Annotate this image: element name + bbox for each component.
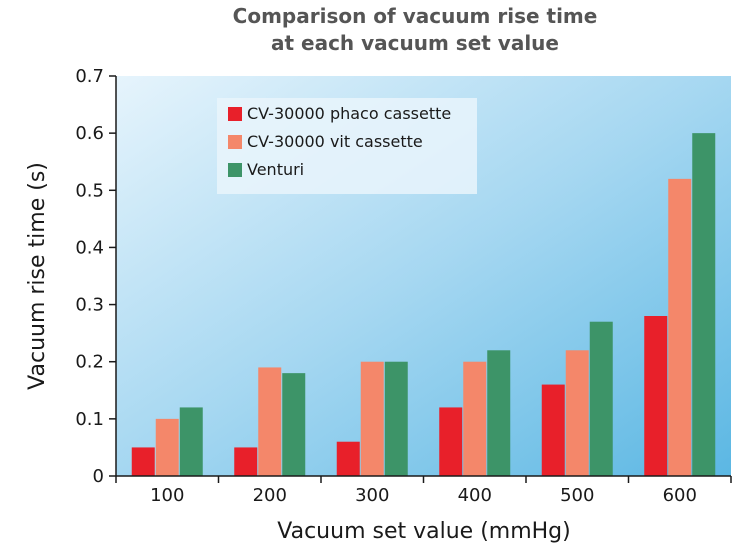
- y-ticks-group: 0 0.1 0.2 0.3 0.4 0.5 0.6 0.7: [75, 66, 116, 487]
- y-tick-label: 0.5: [75, 180, 104, 201]
- y-tick-label: 0: [93, 466, 104, 487]
- x-axis-label: Vacuum set value (mmHg): [277, 519, 570, 544]
- bars-group: [131, 133, 716, 476]
- x-tick-label: 400: [458, 485, 492, 506]
- legend: CV-30000 phaco cassette CV-30000 vit cass…: [217, 98, 477, 194]
- legend-label: CV-30000 vit cassette: [247, 132, 423, 151]
- y-tick-label: 0.6: [75, 123, 104, 144]
- x-tick-label: 300: [355, 485, 389, 506]
- bar: [179, 407, 203, 476]
- legend-label: CV-30000 phaco cassette: [247, 104, 451, 123]
- legend-label: Venturi: [247, 160, 304, 179]
- legend-items: CV-30000 phaco cassette CV-30000 vit cass…: [228, 104, 451, 179]
- bar: [668, 178, 692, 476]
- bar: [131, 447, 155, 476]
- bar: [692, 133, 716, 476]
- x-tick-label: 500: [560, 485, 594, 506]
- bar: [565, 350, 589, 476]
- bar: [384, 361, 408, 476]
- bar: [644, 316, 668, 476]
- bar: [234, 447, 258, 476]
- legend-swatch: [228, 163, 242, 177]
- x-tick-label: 200: [253, 485, 287, 506]
- y-tick-label: 0.3: [75, 295, 104, 316]
- bar: [463, 361, 487, 476]
- chart-title-line-1: Comparison of vacuum rise time: [233, 4, 598, 28]
- y-tick-label: 0.1: [75, 409, 104, 430]
- chart-title-line-2: at each vacuum set value: [271, 31, 559, 55]
- y-axis-label: Vacuum rise time (s): [25, 162, 50, 390]
- x-tick-label: 600: [663, 485, 697, 506]
- y-tick-label: 0.4: [75, 237, 104, 258]
- x-ticks-group: 100 200 300 400 500 600: [115, 476, 732, 506]
- bar: [589, 321, 613, 476]
- bar: [439, 407, 463, 476]
- y-tick-label: 0.2: [75, 352, 104, 373]
- bar: [487, 350, 511, 476]
- y-tick-label: 0.7: [75, 66, 104, 87]
- legend-box: [217, 98, 477, 194]
- bar: [360, 361, 384, 476]
- x-tick-label: 100: [150, 485, 184, 506]
- bar: [541, 384, 565, 476]
- bar: [282, 373, 306, 476]
- bar: [155, 418, 179, 476]
- legend-swatch: [228, 135, 242, 149]
- bar: [258, 367, 282, 476]
- legend-swatch: [228, 107, 242, 121]
- bar: [336, 441, 360, 476]
